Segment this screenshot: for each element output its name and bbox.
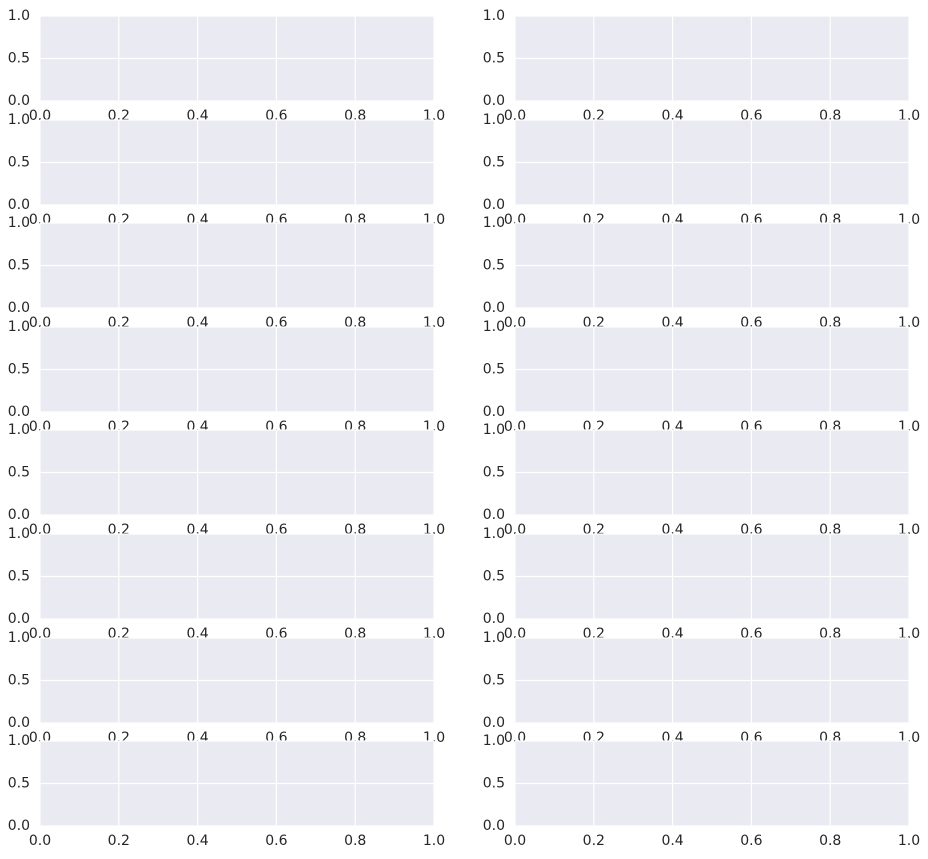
y-tick-label: 0.5	[483, 465, 505, 481]
y-tick-label: 0.5	[8, 673, 30, 689]
y-tick-label: 0.5	[8, 258, 30, 274]
y-tick-label: 1.0	[483, 526, 505, 542]
y-tick-label: 1.0	[8, 8, 30, 24]
x-tick-label: 0.8	[819, 833, 841, 849]
y-tick-label: 0.5	[8, 155, 30, 171]
y-tick-label: 1.0	[8, 422, 30, 438]
y-tick-label: 0.5	[483, 569, 505, 585]
x-tick-label: 0.0	[29, 833, 51, 849]
y-tick-label: 1.0	[483, 215, 505, 231]
y-tick-label: 0.5	[8, 569, 30, 585]
y-tick-label: 0.0	[483, 300, 505, 316]
y-tick-label: 1.0	[8, 526, 30, 542]
subplot-r4-c1: 0.00.51.00.0 0.2 0.4 0.6 0.8 1.0	[8, 319, 445, 435]
subplot-r6-c2: 0.00.51.00.0 0.2 0.4 0.6 0.8 1.0	[483, 526, 920, 642]
y-tick-label: 0.0	[483, 404, 505, 420]
x-tick-label: 0.2	[583, 833, 605, 849]
subplot-r2-c2: 0.00.51.00.0 0.2 0.4 0.6 0.8 1.0	[483, 112, 920, 228]
y-tick-label: 0.0	[483, 818, 505, 834]
subplot-r1-c1: 0.00.51.00.0 0.2 0.4 0.6 0.8 1.0	[8, 8, 445, 124]
y-tick-label: 0.5	[8, 362, 30, 378]
y-tick-label: 0.0	[8, 611, 30, 627]
x-tick-label: 0.0	[504, 833, 526, 849]
x-tick-label: 0.6	[265, 833, 287, 849]
y-tick-label: 0.0	[8, 404, 30, 420]
y-tick-label: 0.0	[483, 197, 505, 213]
y-tick-label: 1.0	[8, 319, 30, 335]
subplot-r1-c2: 0.00.51.00.0 0.2 0.4 0.6 0.8 1.0	[483, 8, 920, 124]
subplot-r3-c1: 0.00.51.00.0 0.2 0.4 0.6 0.8 1.0	[8, 215, 445, 331]
subplot-r7-c2: 0.00.51.00.0 0.2 0.4 0.6 0.8 1.0	[483, 630, 920, 746]
y-tick-label: 0.5	[483, 776, 505, 792]
y-tick-label: 0.5	[483, 258, 505, 274]
y-tick-label: 0.0	[8, 818, 30, 834]
y-tick-label: 1.0	[483, 112, 505, 128]
x-tick-label: 0.2	[108, 833, 130, 849]
y-tick-label: 1.0	[8, 630, 30, 646]
y-tick-label: 0.0	[8, 197, 30, 213]
y-tick-label: 1.0	[483, 630, 505, 646]
x-tick-label: 0.4	[186, 833, 208, 849]
subplot-r8-c1: 0.0 0.5 1.0 0.0 0.2 0.4 0.6 0.8 1.0	[8, 733, 445, 849]
x-tick-label: 0.6	[740, 833, 762, 849]
y-tick-label: 1.0	[483, 8, 505, 24]
y-tick-label: 0.0	[8, 715, 30, 731]
y-tick-label: 0.5	[483, 155, 505, 171]
y-tick-label: 0.0	[8, 300, 30, 316]
y-tick-label: 1.0	[8, 112, 30, 128]
subplot-r5-c1: 0.00.51.00.0 0.2 0.4 0.6 0.8 1.0	[8, 422, 445, 538]
y-tick-label: 0.0	[483, 507, 505, 523]
x-tick-label: 0.4	[661, 833, 683, 849]
y-tick-label: 0.0	[8, 507, 30, 523]
x-tick-label: 0.8	[344, 833, 366, 849]
x-tick-label: 1.0	[898, 833, 920, 849]
y-tick-label: 1.0	[8, 733, 30, 749]
y-tick-label: 0.5	[483, 51, 505, 67]
y-tick-label: 0.0	[483, 715, 505, 731]
y-tick-label: 0.5	[8, 465, 30, 481]
y-tick-label: 0.5	[8, 776, 30, 792]
y-tick-label: 1.0	[483, 733, 505, 749]
subplot-r6-c1: 0.00.51.00.0 0.2 0.4 0.6 0.8 1.0	[8, 526, 445, 642]
y-tick-label: 0.0	[483, 611, 505, 627]
y-tick-label: 0.5	[8, 51, 30, 67]
subplot-r7-c1: 0.00.51.00.0 0.2 0.4 0.6 0.8 1.0	[8, 630, 445, 746]
y-tick-label: 1.0	[483, 319, 505, 335]
subplot-r3-c2: 0.00.51.00.0 0.2 0.4 0.6 0.8 1.0	[483, 215, 920, 331]
subplot-r5-c2: 0.00.51.00.0 0.2 0.4 0.6 0.8 1.0	[483, 422, 920, 538]
subplot-r2-c1: 0.00.51.00.0 0.2 0.4 0.6 0.8 1.0	[8, 112, 445, 228]
y-tick-label: 0.5	[483, 362, 505, 378]
subplot-r8-c2: 0.0 0.5 1.0 0.0 0.2 0.4 0.6 0.8 1.0	[483, 733, 920, 849]
y-tick-label: 1.0	[8, 215, 30, 231]
y-tick-label: 0.0	[483, 93, 505, 109]
y-tick-label: 1.0	[483, 422, 505, 438]
y-tick-label: 0.5	[483, 673, 505, 689]
subplot-r4-c2: 0.00.51.00.0 0.2 0.4 0.6 0.8 1.0	[483, 319, 920, 435]
y-tick-label: 0.0	[8, 93, 30, 109]
x-tick-label: 1.0	[423, 833, 445, 849]
